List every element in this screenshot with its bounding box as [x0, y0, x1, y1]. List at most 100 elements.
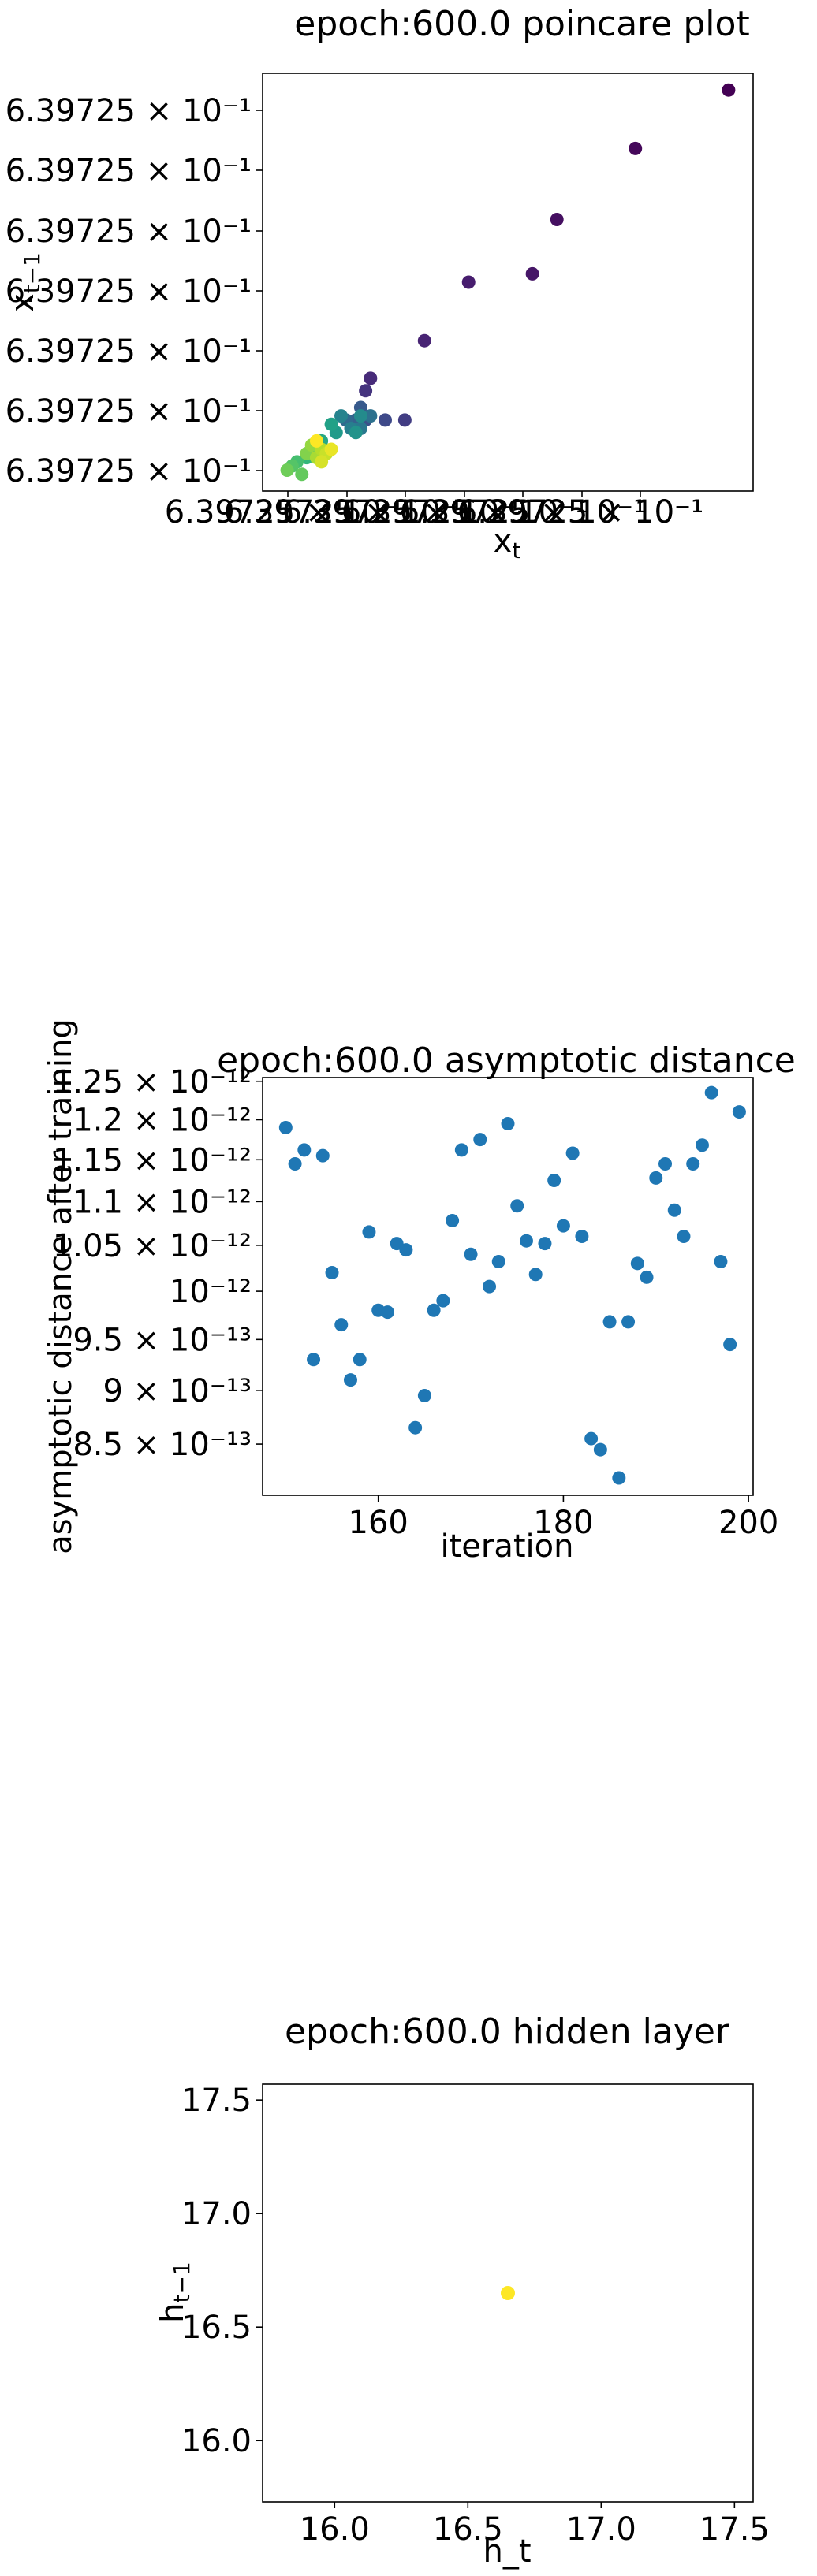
- data-point: [630, 1256, 644, 1271]
- tick-label: 1.15 × 10⁻¹²: [53, 1142, 252, 1178]
- data-points: [501, 2286, 515, 2300]
- tick-label: 16.0: [181, 2423, 252, 2459]
- data-point: [353, 409, 367, 423]
- chart-title: epoch:600.0 asymptotic distance: [217, 1040, 796, 1081]
- data-point: [417, 1389, 431, 1403]
- chart-title: epoch:600.0 hidden layer: [285, 2012, 730, 2052]
- data-point: [714, 1255, 728, 1269]
- data-point: [364, 371, 378, 385]
- y-axis-ticks: 16.0 16.5 17.0 17.5: [181, 2083, 263, 2459]
- tick-label: 1.2 × 10⁻¹²: [73, 1102, 252, 1138]
- data-point: [353, 1353, 367, 1367]
- data-point: [547, 1174, 561, 1188]
- tick-label: 6.39725 × 10⁻¹: [341, 494, 588, 530]
- data-point: [528, 1268, 543, 1282]
- tick-label: 1.1 × 10⁻¹²: [73, 1184, 252, 1220]
- data-point: [677, 1230, 691, 1244]
- data-point: [629, 141, 643, 155]
- data-point: [501, 2286, 515, 2300]
- tick-label: 6.39725 × 10⁻¹: [457, 494, 703, 530]
- tick-label: 6.39725 × 10⁻¹: [6, 153, 252, 189]
- x-axis-ticks: 160 180 200: [349, 1495, 778, 1541]
- data-point: [324, 417, 338, 431]
- data-point: [446, 1213, 460, 1227]
- data-point: [732, 1105, 746, 1119]
- plot-frame: [262, 1077, 754, 1496]
- tick-label: 200: [718, 1505, 778, 1541]
- data-point: [695, 1138, 709, 1152]
- chart-poincare: epoch:600.0 poincare plot 6.39725 × 10⁻¹…: [5, 4, 754, 564]
- data-point: [593, 1442, 607, 1457]
- plot-frame: [262, 73, 754, 492]
- data-point: [380, 1305, 394, 1320]
- tick-label: 6.39725 × 10⁻¹: [400, 494, 646, 530]
- data-point: [362, 1225, 376, 1239]
- tick-label: 1.05 × 10⁻¹²: [53, 1228, 252, 1264]
- data-point: [461, 275, 476, 289]
- data-point: [491, 1255, 505, 1269]
- tick-label: 16.5: [433, 2511, 503, 2548]
- chart-hidden-layer: epoch:600.0 hidden layer 16.0 16.5 17.0 17.…: [155, 2012, 770, 2570]
- data-point: [297, 1143, 312, 1157]
- data-point: [307, 1353, 321, 1367]
- data-point: [602, 1315, 617, 1329]
- data-point: [483, 1279, 497, 1294]
- data-point: [612, 1471, 626, 1485]
- tick-label: 6.39725 × 10⁻¹: [6, 93, 252, 129]
- data-point: [334, 409, 349, 423]
- data-points: [280, 83, 736, 482]
- data-point: [722, 83, 736, 97]
- tick-label: 17.5: [699, 2511, 770, 2548]
- data-point: [519, 1234, 533, 1248]
- tick-label: 6.39725 × 10⁻¹: [6, 214, 252, 250]
- data-point: [324, 442, 338, 456]
- data-point: [309, 434, 323, 448]
- tick-label: 17.0: [566, 2511, 636, 2548]
- data-point: [584, 1431, 599, 1446]
- tick-label: 10⁻¹²: [170, 1274, 252, 1310]
- x-axis-ticks: 6.39725 × 10⁻¹6.39725 × 10⁻¹6.39725 × 10…: [165, 491, 703, 530]
- data-point: [464, 1247, 478, 1261]
- tick-label: 6.39725 × 10⁻¹: [6, 274, 252, 310]
- data-point: [280, 463, 294, 477]
- tick-label: 6.39725 × 10⁻¹: [6, 393, 252, 430]
- x-axis-label: h_t: [483, 2533, 531, 2570]
- tick-label: 160: [349, 1505, 408, 1541]
- y-axis-ticks: 6.39725 × 10⁻¹ 6.39725 × 10⁻¹ 6.39725 × 10…: [6, 93, 263, 490]
- tick-label: 6.39725 × 10⁻¹: [457, 494, 703, 530]
- tick-label: 8.5 × 10⁻¹³: [73, 1427, 252, 1463]
- data-point: [723, 1338, 737, 1352]
- y-axis-ticks: 8.5 × 10⁻¹³ 9 × 10⁻¹³ 9.5 × 10⁻¹³ 10⁻¹² 1.05…: [53, 1064, 263, 1463]
- data-point: [379, 413, 392, 427]
- data-point: [575, 1230, 589, 1244]
- y-axis-label: ht−1: [155, 2261, 195, 2323]
- tick-label: 1.25 × 10⁻¹²: [53, 1064, 252, 1100]
- data-point: [397, 413, 412, 427]
- data-point: [565, 1146, 580, 1160]
- tick-label: 9.5 × 10⁻¹³: [73, 1322, 252, 1358]
- data-point: [454, 1143, 468, 1157]
- data-point: [288, 1156, 302, 1171]
- data-point: [315, 455, 329, 469]
- data-point: [640, 1270, 654, 1284]
- tick-label: 180: [533, 1505, 593, 1541]
- data-point: [364, 409, 378, 423]
- data-point: [556, 1219, 570, 1233]
- data-point: [649, 1171, 663, 1185]
- y-axis-label: asymptotic distance after training: [43, 1018, 79, 1554]
- tick-label: 6.39725 × 10⁻¹: [165, 494, 411, 530]
- x-axis-label: iteration: [441, 1528, 574, 1565]
- data-point: [436, 1294, 450, 1308]
- data-point: [399, 1243, 413, 1257]
- data-point: [334, 1318, 349, 1332]
- data-point: [658, 1156, 673, 1171]
- data-point: [408, 1420, 423, 1435]
- data-points: [278, 1085, 746, 1485]
- tick-label: 6.39725 × 10⁻¹: [6, 453, 252, 490]
- data-point: [315, 1148, 330, 1163]
- x-axis-ticks: 16.0 16.5 17.0 17.5: [300, 2502, 770, 2548]
- data-point: [704, 1085, 718, 1100]
- data-point: [501, 1116, 515, 1130]
- data-point: [473, 1133, 487, 1147]
